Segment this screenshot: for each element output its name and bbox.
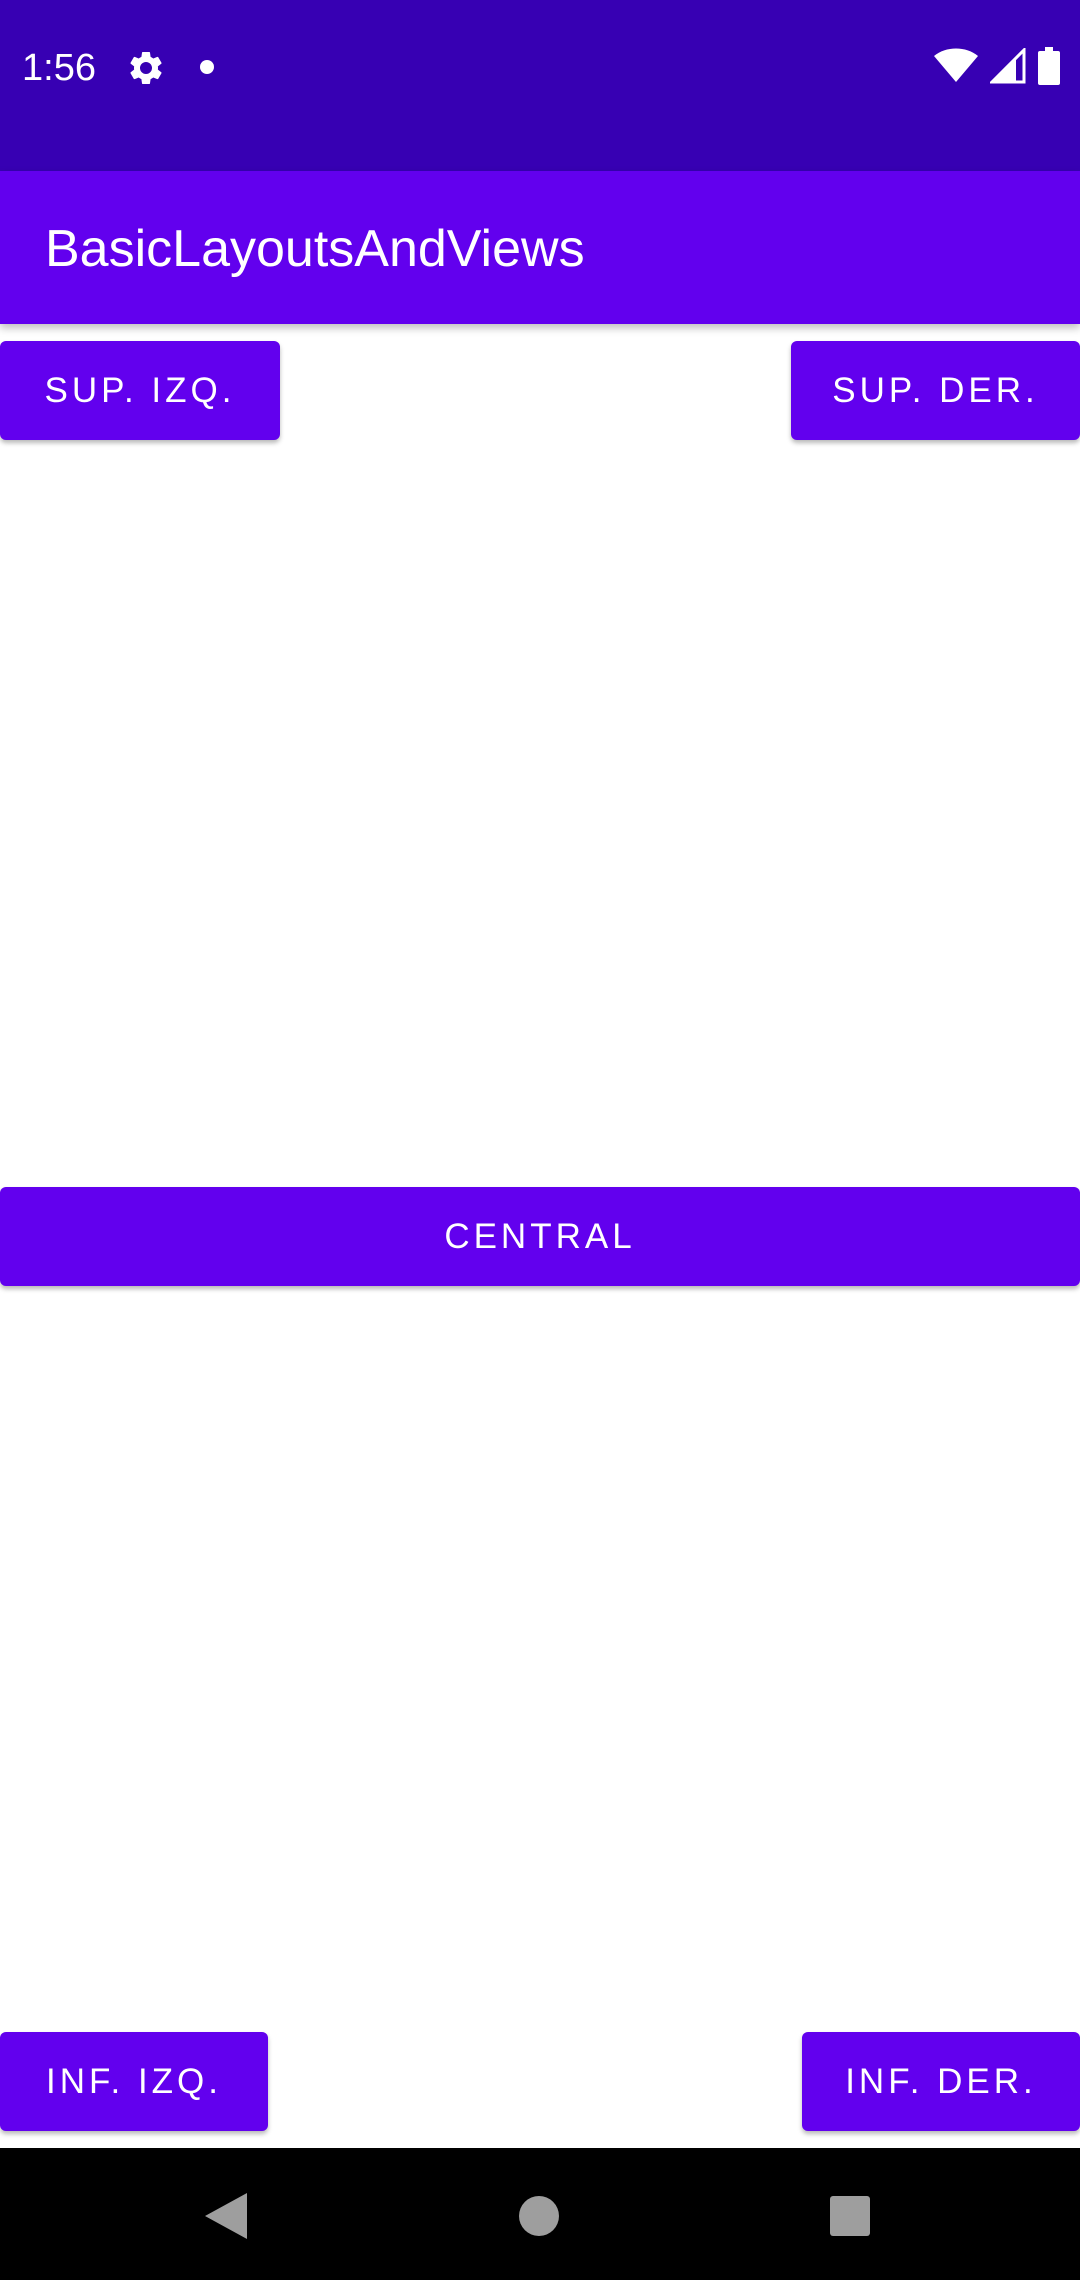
- battery-icon: [1038, 46, 1060, 90]
- home-icon[interactable]: [519, 2196, 559, 2236]
- status-time: 1:56: [22, 47, 96, 89]
- notification-dot-icon: [200, 60, 214, 74]
- back-icon[interactable]: [205, 2193, 247, 2239]
- recents-icon[interactable]: [830, 2196, 870, 2236]
- wifi-icon: [934, 48, 978, 89]
- central-button[interactable]: CENTRAL: [0, 1187, 1080, 1286]
- gear-icon: [126, 48, 166, 88]
- status-icons: [934, 45, 1060, 90]
- top-left-button[interactable]: SUP. IZQ.: [0, 341, 280, 440]
- top-right-button[interactable]: SUP. DER.: [791, 341, 1080, 440]
- cell-signal-icon: [988, 45, 1026, 89]
- bottom-right-button[interactable]: INF. DER.: [802, 2032, 1080, 2131]
- app-title: BasicLayoutsAndViews: [45, 220, 585, 278]
- navigation-bar: [0, 2148, 1080, 2280]
- bottom-left-button[interactable]: INF. IZQ.: [0, 2032, 268, 2131]
- app-bar: BasicLayoutsAndViews: [0, 171, 1080, 324]
- status-bar: 1:56: [0, 0, 1080, 171]
